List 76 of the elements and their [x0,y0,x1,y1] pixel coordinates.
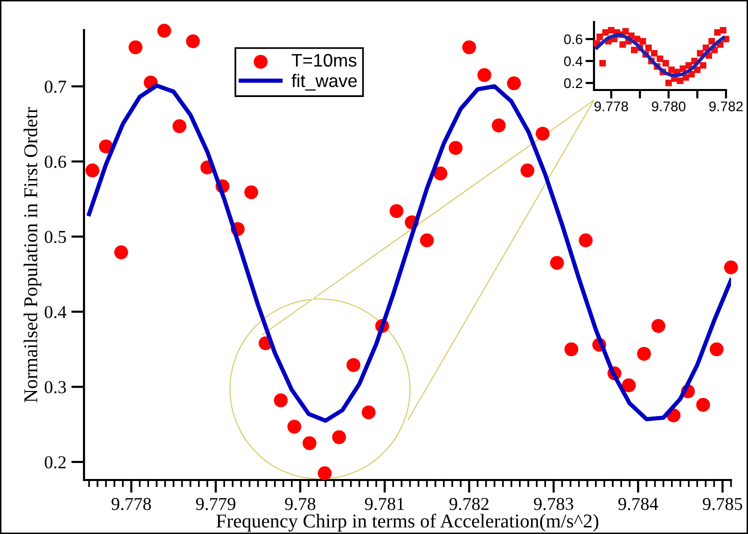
y-tick-label: 0.4 [564,56,582,66]
x-tick-label: 9.784 [618,498,658,510]
point [506,76,521,90]
point [318,466,332,480]
point [390,204,404,218]
y-tick-label: 0.6 [564,34,582,44]
point [462,40,476,54]
point [536,126,550,141]
point [346,358,360,372]
x-tick-label: 9.78 [285,498,316,510]
point [520,164,534,178]
x-axis-title: Frequency Chirp in terms of Acceleration(m/s^2) [216,514,598,532]
point [287,420,302,434]
y-axis-title: Normailsed Population in First Ordetr [24,107,42,402]
point [362,405,376,420]
y-tick-label: 0.2 [564,78,582,88]
x-tick-label: 9.783 [534,498,574,510]
point [477,68,492,82]
point [492,118,506,132]
point [637,346,651,361]
point [651,319,666,333]
point [244,185,258,200]
point [172,119,186,134]
point [86,164,100,178]
x-tick-label: 9.779 [196,498,236,510]
point [645,44,652,52]
point [578,233,593,248]
legend-label: T=10ms [292,54,356,67]
point [665,80,672,86]
point [274,393,288,408]
point [720,26,726,34]
y-tick-label: 0.3 [44,381,66,394]
point [656,56,664,62]
point [668,66,675,74]
point [186,34,200,48]
point [448,141,463,155]
point [724,260,738,274]
x-tick-label: 9.782 [449,498,488,510]
point [564,342,578,356]
point [622,378,636,392]
legend-label: fit_wave [292,74,357,91]
x-tick-label: 9.781 [364,498,404,510]
point [420,233,434,248]
point [114,245,128,260]
x-tick-label: 9.780 [652,101,686,112]
point [708,38,715,44]
point [599,60,606,66]
y-tick-label: 0.7 [44,80,66,93]
y-tick-label: 0.5 [44,230,66,244]
point [630,46,638,54]
point [596,34,603,40]
point [680,65,686,72]
point [696,398,710,412]
point [710,342,724,356]
point [302,436,316,450]
point [128,40,142,54]
point [676,78,684,84]
point [640,38,646,44]
point [602,29,609,36]
point [714,29,721,36]
x-tick-label: 9.782 [709,101,743,112]
x-tick-label: 9.778 [112,498,151,510]
point [662,60,669,66]
y-tick-label: 0.6 [44,156,66,168]
point [651,50,658,57]
point [433,166,448,180]
y-tick-label: 0.2 [44,456,66,468]
x-tick-label: 9.785 [702,498,742,510]
point [622,28,629,35]
point [619,41,626,48]
point [157,24,172,38]
point [332,430,346,444]
point [700,62,706,69]
y-tick-label: 0.4 [44,306,66,318]
x-tick-label: 9.778 [594,101,628,112]
point [550,256,564,270]
